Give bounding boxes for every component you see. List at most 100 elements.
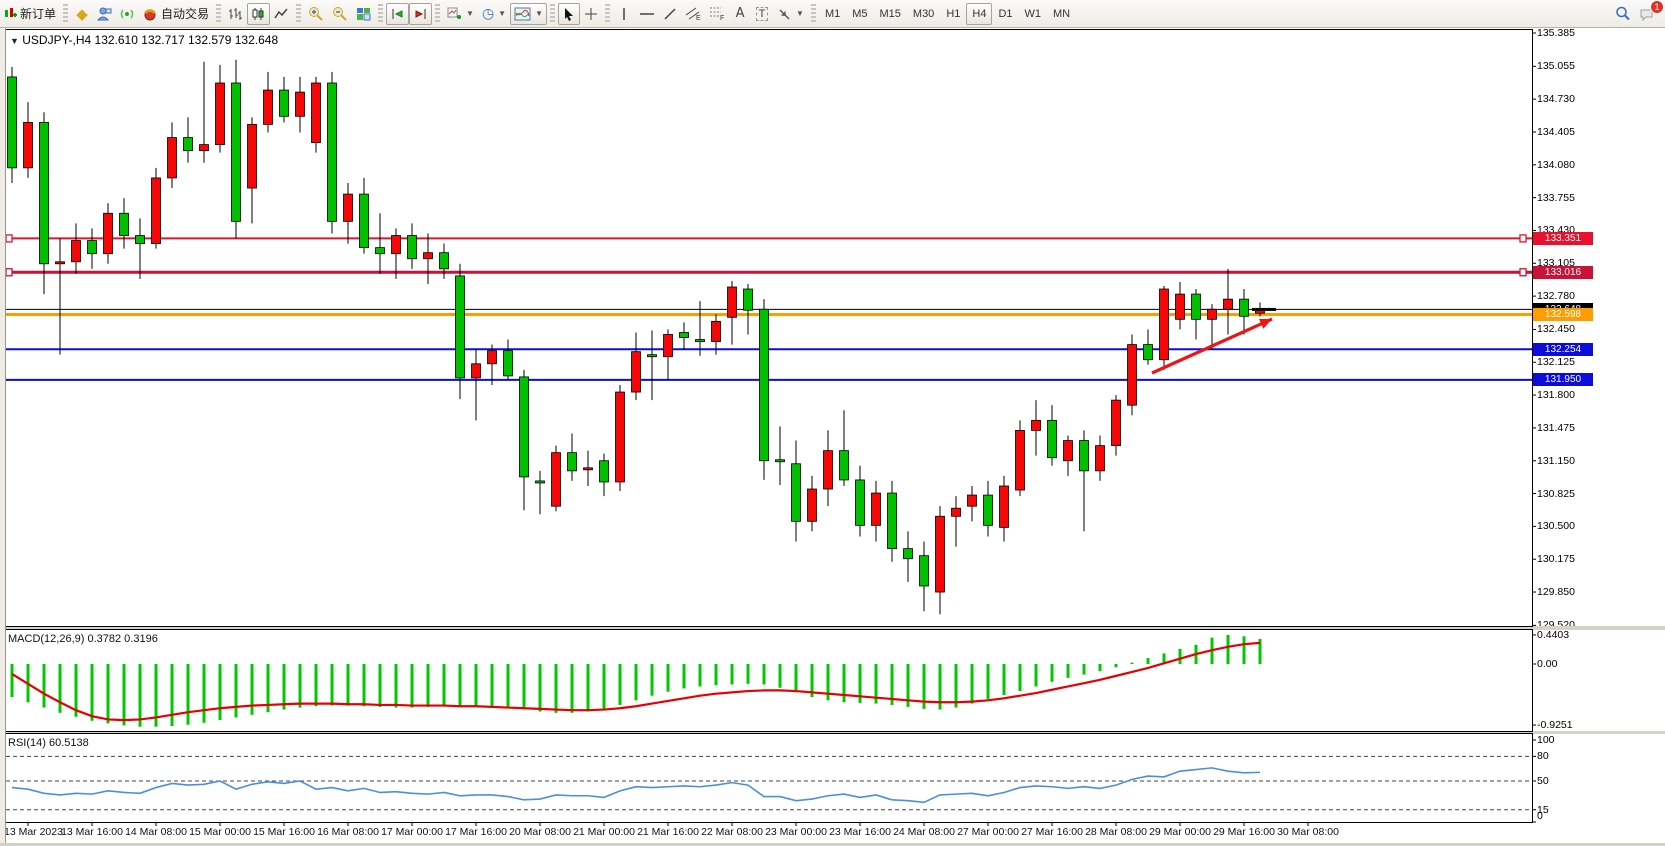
timeframe-M1[interactable]: M1 — [824, 7, 841, 20]
new-order-icon — [4, 7, 17, 20]
text-label-icon: T — [755, 6, 769, 21]
timeframe-W1[interactable]: W1 — [1024, 7, 1042, 20]
macd-tick: -0.9251 — [1537, 719, 1573, 732]
toolbar-grip — [63, 3, 69, 24]
new-order-button[interactable]: 新订单 — [0, 3, 60, 25]
signals-button[interactable] — [116, 3, 139, 25]
time-label: 21 Mar 16:00 — [637, 826, 699, 838]
notifications-button[interactable]: 1 — [1635, 0, 1664, 25]
time-label: 29 Mar 16:00 — [1213, 826, 1275, 838]
time-label: 17 Mar 00:00 — [381, 826, 443, 838]
search-button[interactable] — [1611, 3, 1635, 25]
time-label: 30 Mar 08:00 — [1277, 826, 1339, 838]
periods-icon: ◷ — [481, 5, 495, 22]
price-badge-133.016: 133.016 — [1533, 265, 1593, 279]
text-button[interactable]: A — [729, 3, 751, 25]
line-chart-button[interactable] — [270, 3, 293, 25]
time-label: 13 Mar 16:00 — [61, 826, 123, 838]
window-frame-bottom — [0, 843, 1665, 846]
price-tick: 131.475 — [1537, 421, 1575, 434]
zoom-out-button[interactable] — [328, 3, 352, 25]
trendline-button[interactable] — [659, 3, 681, 25]
rsi-name: RSI(14) — [8, 737, 46, 749]
add-indicator-icon — [447, 7, 462, 21]
collapse-arrow-icon[interactable]: ▼ — [10, 36, 19, 46]
timeframe-M15[interactable]: M15 — [879, 7, 901, 20]
timeframe-M30[interactable]: M30 — [912, 7, 935, 20]
profile-button[interactable] — [93, 3, 116, 25]
price-tick: 132.780 — [1537, 290, 1575, 303]
toolbar-grip — [378, 3, 384, 24]
time-label: 13 Mar 2023 — [4, 826, 63, 838]
trendline-icon — [663, 7, 677, 21]
horizontal-line-icon — [639, 7, 655, 21]
auto-scroll-icon — [413, 7, 428, 21]
chart-shift-button[interactable] — [386, 2, 410, 25]
cursor-button[interactable] — [558, 2, 581, 25]
periods-button[interactable]: ◷ ▼ — [478, 3, 510, 25]
crosshair-button[interactable] — [580, 3, 602, 25]
toolbar-grip — [216, 3, 222, 24]
text-icon: A — [735, 6, 745, 21]
macd-tick: 0.00 — [1537, 658, 1558, 670]
zoom-in-button[interactable] — [304, 3, 328, 25]
timeframe-H1[interactable]: H1 — [946, 7, 961, 20]
auto-scroll-button[interactable] — [409, 2, 433, 25]
line-chart-icon — [274, 7, 289, 21]
toolbar-grip — [435, 3, 441, 24]
tile-windows-icon — [356, 7, 371, 21]
macd-name: MACD(12,26,9) — [8, 633, 85, 645]
time-label: 24 Mar 08:00 — [893, 826, 955, 838]
rsi-indicator-label: RSI(14) 60.5138 — [8, 737, 89, 749]
vertical-line-button[interactable] — [613, 3, 635, 25]
price-badge-132.598: 132.598 — [1533, 307, 1593, 321]
timeframe-H4[interactable]: H4 — [966, 2, 993, 25]
fibonacci-button[interactable]: F — [705, 3, 729, 25]
chevron-down-icon: ▼ — [535, 9, 544, 18]
new-order-label: 新订单 — [20, 7, 57, 21]
price-tick: 135.385 — [1537, 27, 1575, 39]
chart-plot-area[interactable] — [6, 30, 1532, 622]
market-depth-button[interactable]: ◆ — [71, 3, 93, 25]
time-label: 16 Mar 08:00 — [317, 826, 379, 838]
equidistant-channel-icon: E — [685, 6, 701, 21]
price-tick: 132.450 — [1537, 323, 1575, 336]
time-label: 22 Mar 08:00 — [701, 826, 763, 838]
text-label-button[interactable]: T — [751, 3, 773, 25]
tile-windows-button[interactable] — [352, 3, 375, 25]
candlestick-chart-button[interactable] — [247, 2, 271, 25]
toolbar-grip — [810, 3, 816, 24]
price-tick: 131.800 — [1537, 389, 1575, 402]
fibonacci-icon: F — [709, 6, 725, 21]
chart-shift-icon — [390, 7, 405, 21]
profile-icon — [97, 7, 112, 21]
horizontal-line-button[interactable] — [635, 3, 659, 25]
macd-indicator-label: MACD(12,26,9) 0.3782 0.3196 — [8, 633, 158, 645]
zoom-in-icon — [308, 6, 324, 21]
toolbar: 新订单 ◆ 自动交易 — [0, 0, 1665, 28]
equidistant-channel-button[interactable]: E — [681, 3, 705, 25]
timeframe-group: M1 M5 M15 M30 H1 H4 D1 W1 MN — [819, 2, 1076, 25]
time-label: 15 Mar 16:00 — [253, 826, 315, 838]
arrows-button[interactable]: ▼ — [773, 3, 808, 25]
timeframe-D1[interactable]: D1 — [998, 7, 1013, 20]
time-label: 17 Mar 16:00 — [445, 826, 507, 838]
timeframe-MN[interactable]: MN — [1053, 7, 1071, 20]
rsi-tick: 15 — [1537, 803, 1549, 816]
time-label: 29 Mar 00:00 — [1149, 826, 1211, 838]
rsi-value: 60.5138 — [48, 737, 89, 749]
timeframe-M5[interactable]: M5 — [852, 7, 868, 20]
rsi-tick: 100 — [1537, 734, 1555, 746]
autotrading-button[interactable]: 自动交易 — [139, 3, 213, 25]
macd-tick: 0.4403 — [1537, 628, 1570, 641]
zoom-out-icon — [332, 6, 348, 21]
search-icon — [1615, 6, 1631, 21]
time-label: 27 Mar 16:00 — [1021, 826, 1083, 838]
vertical-line-icon — [619, 7, 629, 21]
macd-values: 0.3782 0.3196 — [87, 633, 158, 645]
price-tick: 131.150 — [1537, 454, 1575, 467]
templates-button[interactable]: ▼ — [510, 2, 548, 25]
bar-chart-button[interactable] — [224, 3, 247, 25]
price-tick: 134.080 — [1537, 158, 1575, 171]
add-indicator-button[interactable]: ▼ — [443, 3, 478, 25]
